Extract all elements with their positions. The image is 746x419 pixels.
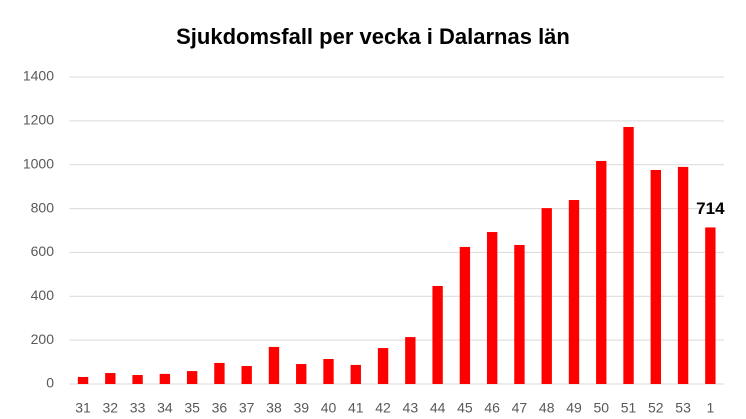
x-tick-label: 40 — [321, 400, 337, 416]
x-tick-label: 44 — [430, 400, 446, 416]
bar — [405, 337, 416, 384]
data-label: 714 — [696, 199, 725, 218]
bar — [705, 227, 716, 384]
x-tick-label: 47 — [512, 400, 528, 416]
bar — [350, 364, 361, 384]
chart-title: Sjukdomsfall per vecka i Dalarnas län — [176, 24, 570, 49]
x-tick-label: 34 — [157, 400, 173, 416]
x-tick-label: 31 — [75, 400, 91, 416]
x-tick-label: 38 — [266, 400, 282, 416]
x-tick-label: 46 — [484, 400, 500, 416]
x-tick-label: 41 — [348, 400, 364, 416]
y-tick-label: 0 — [46, 375, 54, 391]
y-tick-label: 1200 — [23, 112, 54, 128]
x-tick-label: 43 — [403, 400, 419, 416]
y-tick-label: 600 — [31, 243, 55, 259]
bar — [377, 348, 389, 384]
bar — [105, 373, 116, 384]
x-tick-label: 36 — [212, 400, 228, 416]
x-tick-label: 45 — [457, 400, 473, 416]
bar — [650, 169, 661, 384]
bar — [677, 166, 689, 384]
y-tick-label: 1400 — [23, 68, 54, 84]
bar — [596, 160, 607, 384]
y-tick-label: 800 — [31, 199, 55, 215]
bar — [486, 232, 498, 384]
x-tick-label: 50 — [593, 400, 609, 416]
y-tick-label: 400 — [31, 287, 55, 303]
bar — [296, 364, 307, 384]
x-tick-label: 48 — [539, 400, 555, 416]
bar — [432, 285, 443, 384]
x-tick-label: 51 — [621, 400, 637, 416]
x-tick-label: 32 — [103, 400, 119, 416]
y-tick-label: 200 — [31, 331, 55, 347]
bar — [459, 246, 471, 384]
bar — [323, 359, 334, 384]
bar — [214, 362, 225, 384]
x-tick-label: 49 — [566, 400, 582, 416]
x-tick-label: 53 — [675, 400, 691, 416]
bar — [514, 244, 525, 384]
bar — [77, 376, 89, 384]
x-tick-label: 42 — [375, 400, 391, 416]
bar — [132, 375, 143, 384]
y-tick-label: 1000 — [23, 155, 54, 171]
bar — [568, 200, 580, 384]
x-tick-label: 35 — [184, 400, 200, 416]
bar — [541, 208, 552, 384]
bar — [186, 371, 198, 384]
x-tick-label: 1 — [706, 400, 714, 416]
x-tick-label: 37 — [239, 400, 255, 416]
bar — [159, 373, 171, 384]
bar — [268, 346, 280, 384]
x-tick-label: 33 — [130, 400, 146, 416]
x-tick-label: 52 — [648, 400, 664, 416]
x-tick-label: 39 — [293, 400, 309, 416]
bar — [241, 366, 252, 384]
bar — [623, 126, 634, 385]
